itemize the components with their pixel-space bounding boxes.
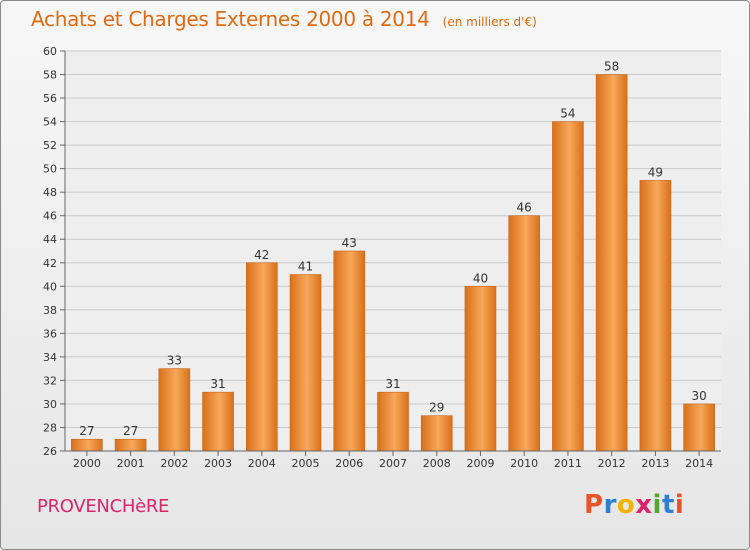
bar-value-label: 54 — [560, 107, 575, 121]
bar-2014 — [683, 403, 715, 452]
y-tick-label: 52 — [43, 139, 57, 152]
town-name: PROVENCHèRE — [37, 496, 170, 517]
y-tick-label: 26 — [43, 445, 57, 458]
x-tick-label: 2010 — [510, 457, 538, 470]
chart-unit: (en milliers d'€) — [442, 15, 537, 29]
x-tick-label: 2007 — [379, 457, 407, 470]
bar-value-label: 46 — [517, 201, 532, 215]
y-tick-label: 54 — [43, 116, 57, 129]
y-tick-label: 60 — [43, 45, 57, 58]
x-tick-label: 2006 — [335, 457, 363, 470]
bar-2011 — [552, 121, 584, 452]
x-tick-label: 2005 — [292, 457, 320, 470]
bar-2010 — [508, 215, 541, 452]
x-tick-label: 2012 — [598, 457, 626, 470]
bar-value-label: 27 — [79, 424, 94, 438]
bar-2012 — [595, 74, 628, 452]
bar-value-label: 27 — [123, 424, 138, 438]
proxiti-logo: Proxiti — [584, 490, 685, 520]
bar-2009 — [464, 285, 497, 452]
x-tick-label: 2014 — [685, 457, 713, 470]
bar-2013 — [639, 180, 672, 452]
bar-2001 — [114, 438, 147, 452]
x-tick-label: 2000 — [73, 457, 101, 470]
bar-value-label: 29 — [429, 401, 444, 415]
bar-2005 — [289, 274, 322, 452]
y-tick-label: 28 — [43, 421, 57, 434]
y-tick-label: 48 — [43, 186, 57, 199]
y-tick-label: 38 — [43, 304, 57, 317]
x-tick-label: 2003 — [204, 457, 232, 470]
y-tick-label: 56 — [43, 92, 57, 105]
bar-2004 — [246, 262, 278, 452]
bar-value-label: 40 — [473, 271, 488, 285]
bar-value-label: 30 — [691, 389, 706, 403]
bar-2006 — [333, 250, 366, 452]
bar-value-label: 49 — [648, 165, 663, 179]
y-tick-label: 42 — [43, 257, 57, 270]
bar-2002 — [158, 368, 191, 452]
y-tick-label: 44 — [43, 233, 57, 246]
x-tick-label: 2013 — [641, 457, 669, 470]
chart-title: Achats et Charges Externes 2000 à 2014 — [31, 7, 430, 31]
bar-value-label: 31 — [210, 377, 225, 391]
x-tick-label: 2008 — [423, 457, 451, 470]
bar-value-label: 33 — [167, 354, 182, 368]
y-tick-label: 58 — [43, 69, 57, 82]
y-tick-label: 36 — [43, 327, 57, 340]
bar-value-label: 42 — [254, 248, 269, 262]
x-tick-label: 2004 — [248, 457, 276, 470]
title-row: Achats et Charges Externes 2000 à 2014 (… — [31, 7, 537, 31]
y-tick-label: 34 — [43, 351, 57, 364]
bar-2007 — [377, 391, 409, 452]
y-tick-label: 32 — [43, 374, 57, 387]
bar-value-label: 43 — [342, 236, 357, 250]
bar-2003 — [202, 391, 234, 452]
y-tick-label: 40 — [43, 280, 57, 293]
y-tick-label: 30 — [43, 398, 57, 411]
x-tick-label: 2001 — [117, 457, 145, 470]
y-tick-label: 50 — [43, 163, 57, 176]
x-tick-label: 2009 — [466, 457, 494, 470]
x-tick-label: 2002 — [160, 457, 188, 470]
bar-2000 — [71, 438, 103, 452]
bar-value-label: 58 — [604, 60, 619, 74]
bar-2008 — [420, 415, 453, 452]
bar-value-label: 41 — [298, 260, 313, 274]
y-tick-label: 46 — [43, 210, 57, 223]
x-tick-label: 2011 — [554, 457, 582, 470]
bar-value-label: 31 — [385, 377, 400, 391]
